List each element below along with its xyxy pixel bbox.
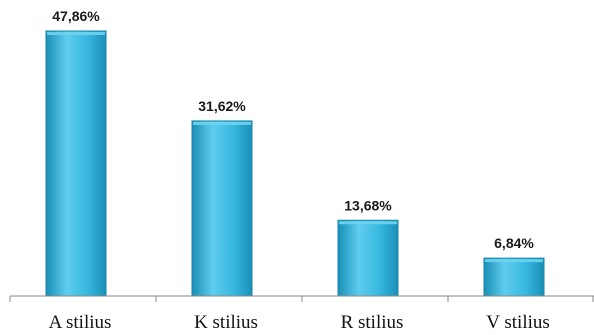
bar-v-stilius [483,257,545,297]
bar-highlight [339,221,397,225]
x-axis [9,295,594,302]
bar-highlight [485,259,543,263]
category-label: V stilius [486,312,550,333]
bars-layer [45,30,545,297]
data-label: 47,86% [52,8,100,24]
bar-highlight [193,121,251,125]
data-label: 31,62% [198,98,246,114]
data-label: 13,68% [344,197,392,213]
category-label: R stilius [341,312,404,333]
bar-k-stilius [191,120,253,297]
bar-a-stilius [45,30,107,297]
category-label: A stilius [49,312,112,333]
bar-highlight [47,32,105,35]
labels-layer: 47,86% A stilius 31,62% K stilius 13,68% R st… [49,8,550,333]
data-label: 6,84% [494,235,534,251]
bar-r-stilius [337,219,399,297]
category-label: K stilius [194,312,258,333]
